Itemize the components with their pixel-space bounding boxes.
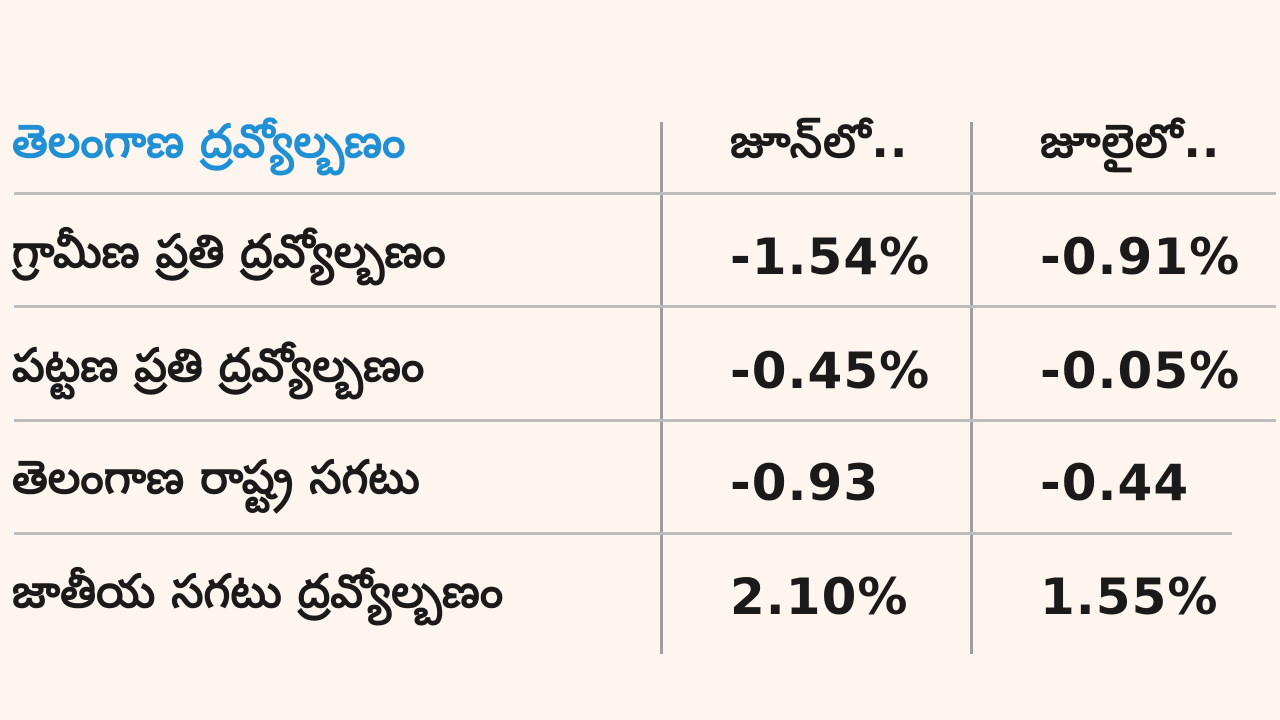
row-label: జాతీయ సగటు ద్రవ్యోల్బణం bbox=[12, 564, 504, 618]
header-label: తెలంగాణ ద్రవ్యోల్బణం bbox=[12, 114, 406, 168]
row-label: గ్రామీణ ప్రతి ద్రవ్యోల్బణం bbox=[12, 224, 446, 278]
july-value: 1.55% bbox=[1040, 568, 1219, 626]
june-value: 2.10% bbox=[730, 568, 909, 626]
row-divider-2 bbox=[14, 419, 1276, 422]
header-july: జూలైలో.. bbox=[1040, 114, 1221, 168]
row-label: తెలంగాణ రాష్ట్ర సగటు bbox=[12, 450, 420, 504]
row-divider-3 bbox=[14, 532, 1232, 535]
july-value: -0.05% bbox=[1040, 342, 1241, 400]
june-value: -0.45% bbox=[730, 342, 931, 400]
column-divider-2 bbox=[970, 122, 973, 654]
header-june: జూన్‌లో.. bbox=[730, 114, 909, 168]
july-value: -0.91% bbox=[1040, 228, 1241, 286]
row-label: పట్టణ ప్రతి ద్రవ్యోల్బణం bbox=[12, 338, 425, 392]
row-divider-header bbox=[14, 192, 1276, 195]
row-divider-1 bbox=[14, 305, 1276, 308]
june-value: -1.54% bbox=[730, 228, 931, 286]
column-divider-1 bbox=[660, 122, 663, 654]
july-value: -0.44 bbox=[1040, 454, 1190, 512]
june-value: -0.93 bbox=[730, 454, 880, 512]
